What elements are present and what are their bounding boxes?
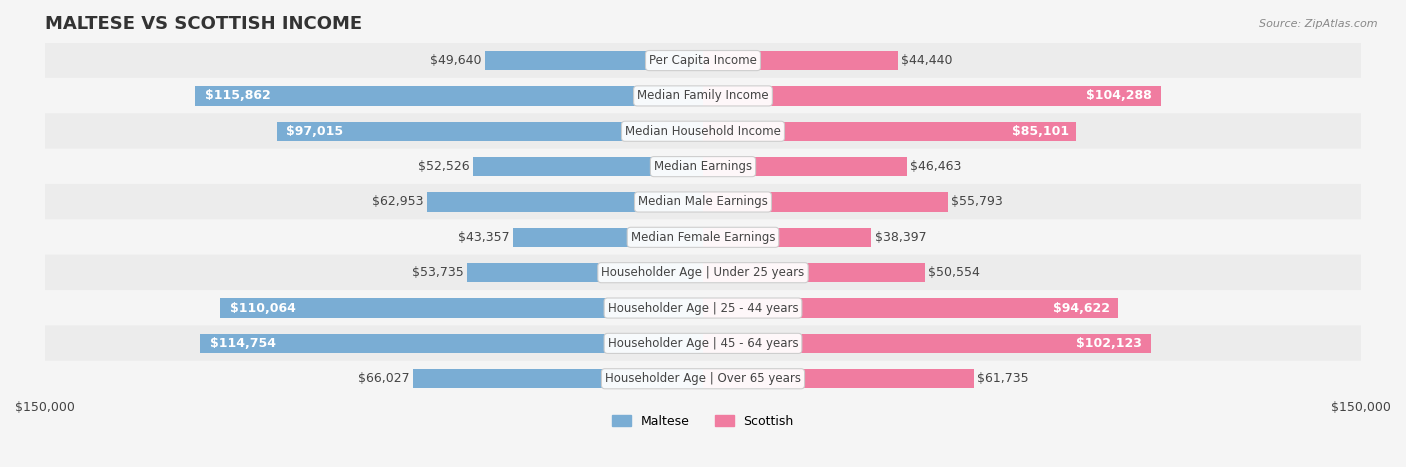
Text: $49,640: $49,640 [430,54,482,67]
Legend: Maltese, Scottish: Maltese, Scottish [607,410,799,432]
Text: Median Household Income: Median Household Income [626,125,780,138]
Bar [703,263,925,283]
Text: $52,526: $52,526 [418,160,470,173]
Bar [277,121,703,141]
FancyBboxPatch shape [45,42,1361,78]
Text: $104,288: $104,288 [1085,89,1152,102]
FancyBboxPatch shape [45,290,1361,326]
Text: $115,862: $115,862 [205,89,270,102]
Bar [413,369,703,389]
FancyBboxPatch shape [45,78,1361,114]
Text: Per Capita Income: Per Capita Income [650,54,756,67]
Bar [221,298,703,318]
Text: $85,101: $85,101 [1012,125,1069,138]
Text: $55,793: $55,793 [950,196,1002,208]
FancyBboxPatch shape [45,361,1361,397]
Bar [485,51,703,71]
Text: Source: ZipAtlas.com: Source: ZipAtlas.com [1260,19,1378,28]
Text: $43,357: $43,357 [458,231,509,244]
Text: Median Female Earnings: Median Female Earnings [631,231,775,244]
Text: MALTESE VS SCOTTISH INCOME: MALTESE VS SCOTTISH INCOME [45,15,363,33]
Text: $50,554: $50,554 [928,266,980,279]
Text: $38,397: $38,397 [875,231,927,244]
FancyBboxPatch shape [45,184,1361,220]
Text: $44,440: $44,440 [901,54,953,67]
Bar [467,263,703,283]
Bar [703,369,974,389]
FancyBboxPatch shape [45,219,1361,255]
Text: $46,463: $46,463 [910,160,962,173]
Bar [427,192,703,212]
Bar [703,227,872,247]
Text: Median Family Income: Median Family Income [637,89,769,102]
Text: $62,953: $62,953 [373,196,423,208]
Bar [194,86,703,106]
FancyBboxPatch shape [45,255,1361,291]
Bar [200,333,703,353]
Bar [703,192,948,212]
Text: Householder Age | 25 - 44 years: Householder Age | 25 - 44 years [607,302,799,315]
FancyBboxPatch shape [45,149,1361,184]
Text: $66,027: $66,027 [359,372,411,385]
Text: Median Earnings: Median Earnings [654,160,752,173]
Bar [703,333,1152,353]
Bar [703,121,1077,141]
Text: Householder Age | Over 65 years: Householder Age | Over 65 years [605,372,801,385]
Text: Householder Age | Under 25 years: Householder Age | Under 25 years [602,266,804,279]
Text: $110,064: $110,064 [229,302,295,315]
Text: $97,015: $97,015 [285,125,343,138]
Text: $102,123: $102,123 [1076,337,1142,350]
Text: Householder Age | 45 - 64 years: Householder Age | 45 - 64 years [607,337,799,350]
Text: Median Male Earnings: Median Male Earnings [638,196,768,208]
Bar [513,227,703,247]
Bar [703,298,1118,318]
FancyBboxPatch shape [45,325,1361,361]
Text: $94,622: $94,622 [1053,302,1109,315]
Text: $114,754: $114,754 [209,337,276,350]
Bar [703,157,907,177]
Text: $53,735: $53,735 [412,266,464,279]
Bar [703,51,898,71]
Text: $61,735: $61,735 [977,372,1029,385]
Bar [703,86,1160,106]
Bar [472,157,703,177]
FancyBboxPatch shape [45,113,1361,149]
